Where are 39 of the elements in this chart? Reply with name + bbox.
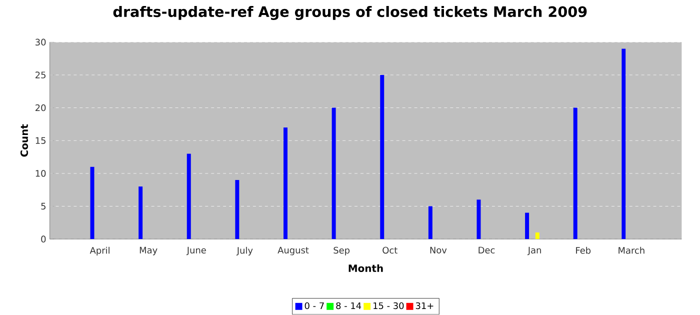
bar xyxy=(332,108,336,240)
x-tick-label: June xyxy=(186,247,206,256)
x-tick-label: August xyxy=(278,247,309,256)
bar xyxy=(235,180,240,240)
x-tick-label: Sep xyxy=(334,247,350,256)
x-axis-title: Month xyxy=(348,264,383,272)
legend-label: 8 - 14 xyxy=(336,302,362,310)
y-tick-label: 5 xyxy=(41,203,46,210)
legend-label: 15 - 30 xyxy=(374,302,404,310)
x-tick-label: Jan xyxy=(527,247,541,256)
bar xyxy=(90,167,94,240)
y-tick-label: 30 xyxy=(36,38,46,46)
y-tick-label: 15 xyxy=(36,137,46,144)
bar xyxy=(428,206,432,240)
bar xyxy=(284,128,288,240)
bar xyxy=(525,212,530,240)
y-tick-label: 20 xyxy=(36,104,46,112)
x-tick-label: Feb xyxy=(576,247,591,254)
y-tick-label: 25 xyxy=(36,72,46,79)
chart-title: drafts-update-ref Age groups of closed tickets March 2009 xyxy=(113,6,587,20)
y-tick-label: 0 xyxy=(41,236,46,243)
x-tick-label: April xyxy=(90,247,110,256)
bar xyxy=(622,48,626,240)
x-tick-label: May xyxy=(140,247,158,256)
x-tick-label: Nov xyxy=(430,247,447,254)
bar xyxy=(535,232,540,240)
bar xyxy=(573,108,578,240)
x-tick-label: March xyxy=(618,247,644,254)
bar xyxy=(138,186,143,240)
x-tick-label: Oct xyxy=(382,247,398,254)
bar xyxy=(476,200,481,240)
legend-label: 31+ xyxy=(416,302,434,310)
bar xyxy=(380,75,384,240)
x-tick-label: Dec xyxy=(478,247,495,254)
legend-label: 0 - 7 xyxy=(304,302,324,310)
x-tick-label: July xyxy=(236,247,253,256)
y-axis-title: Count xyxy=(20,124,28,157)
bar xyxy=(186,154,191,240)
y-tick-label: 10 xyxy=(36,170,46,177)
